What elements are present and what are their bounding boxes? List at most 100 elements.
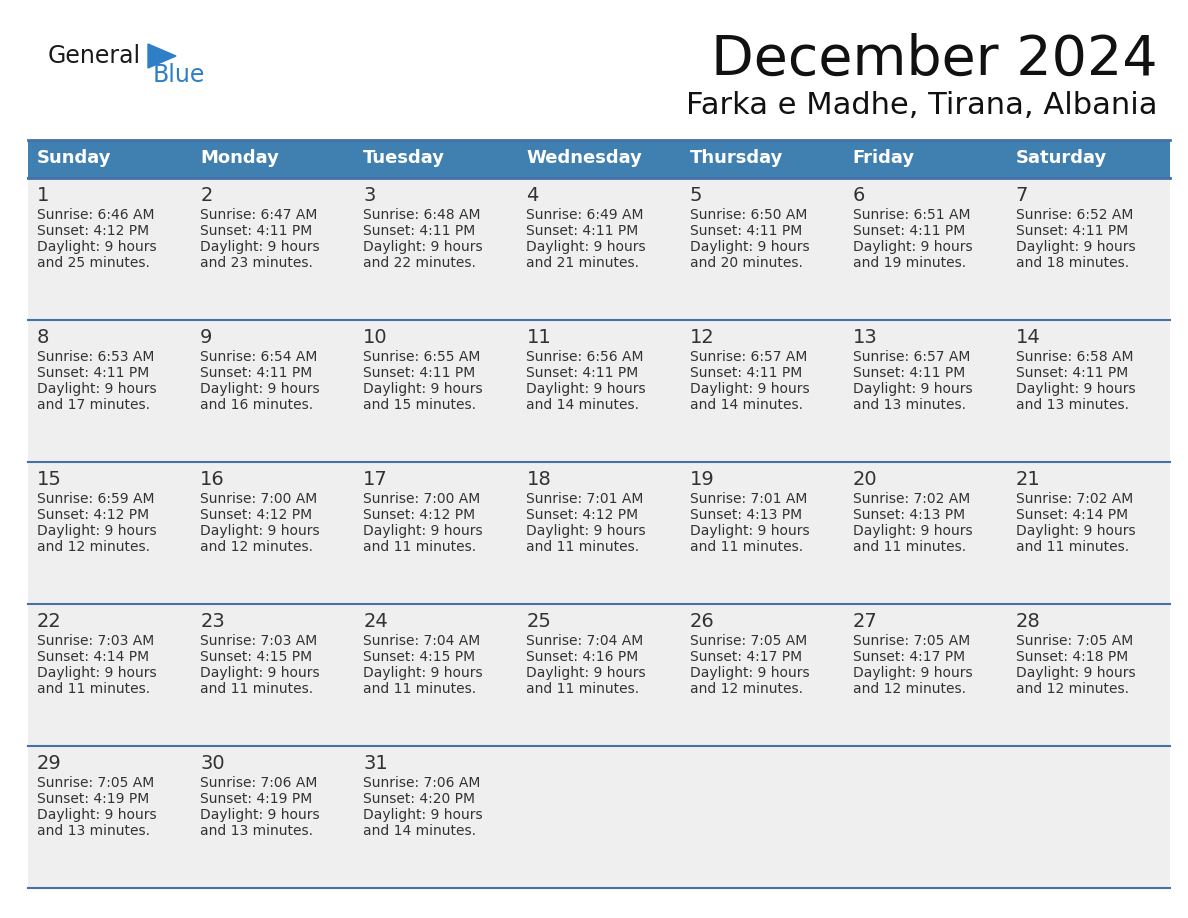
Text: Sunset: 4:11 PM: Sunset: 4:11 PM [526,224,639,238]
Text: Sunset: 4:11 PM: Sunset: 4:11 PM [689,366,802,380]
Text: and 11 minutes.: and 11 minutes. [853,540,966,554]
Text: 8: 8 [37,328,50,347]
Text: 20: 20 [853,470,878,489]
Text: and 11 minutes.: and 11 minutes. [200,682,314,696]
Text: Daylight: 9 hours: Daylight: 9 hours [37,808,157,822]
Text: Sunset: 4:12 PM: Sunset: 4:12 PM [364,508,475,522]
Bar [681,140,843,178]
Text: Saturday: Saturday [1016,149,1107,167]
Text: Daylight: 9 hours: Daylight: 9 hours [526,666,646,680]
Text: and 14 minutes.: and 14 minutes. [364,824,476,838]
Text: Sunset: 4:11 PM: Sunset: 4:11 PM [200,224,312,238]
Text: 22: 22 [37,612,62,631]
Text: and 12 minutes.: and 12 minutes. [1016,682,1129,696]
Text: Daylight: 9 hours: Daylight: 9 hours [853,666,972,680]
Text: Daylight: 9 hours: Daylight: 9 hours [689,666,809,680]
Text: Sunset: 4:12 PM: Sunset: 4:12 PM [526,508,639,522]
Text: Sunset: 4:11 PM: Sunset: 4:11 PM [689,224,802,238]
Text: 3: 3 [364,186,375,205]
Text: and 14 minutes.: and 14 minutes. [526,398,639,412]
Text: and 19 minutes.: and 19 minutes. [853,256,966,270]
Text: Sunday: Sunday [37,149,112,167]
Text: Daylight: 9 hours: Daylight: 9 hours [1016,524,1136,538]
Text: 18: 18 [526,470,551,489]
Text: Daylight: 9 hours: Daylight: 9 hours [689,524,809,538]
Text: Friday: Friday [853,149,915,167]
Text: 15: 15 [37,470,62,489]
Bar [29,140,1170,888]
Text: Sunrise: 7:05 AM: Sunrise: 7:05 AM [689,634,807,648]
Text: Sunset: 4:11 PM: Sunset: 4:11 PM [853,224,965,238]
Text: Sunset: 4:18 PM: Sunset: 4:18 PM [1016,650,1129,664]
Text: Daylight: 9 hours: Daylight: 9 hours [526,524,646,538]
Text: and 20 minutes.: and 20 minutes. [689,256,802,270]
Text: Sunset: 4:11 PM: Sunset: 4:11 PM [853,366,965,380]
Text: General: General [48,44,141,68]
Text: 14: 14 [1016,328,1041,347]
Text: Farka e Madhe, Tirana, Albania: Farka e Madhe, Tirana, Albania [687,92,1158,120]
Text: 21: 21 [1016,470,1041,489]
Text: and 14 minutes.: and 14 minutes. [689,398,803,412]
Text: Sunset: 4:17 PM: Sunset: 4:17 PM [853,650,965,664]
Text: 9: 9 [200,328,213,347]
Text: and 25 minutes.: and 25 minutes. [37,256,150,270]
Text: 25: 25 [526,612,551,631]
Text: 6: 6 [853,186,865,205]
Text: Sunset: 4:11 PM: Sunset: 4:11 PM [1016,224,1129,238]
Text: Sunrise: 6:48 AM: Sunrise: 6:48 AM [364,208,481,222]
Text: Sunrise: 6:47 AM: Sunrise: 6:47 AM [200,208,317,222]
Text: and 12 minutes.: and 12 minutes. [200,540,314,554]
Text: Sunset: 4:13 PM: Sunset: 4:13 PM [689,508,802,522]
Text: Daylight: 9 hours: Daylight: 9 hours [364,240,482,254]
Text: 13: 13 [853,328,878,347]
Text: Sunrise: 6:57 AM: Sunrise: 6:57 AM [689,350,807,364]
Bar [354,140,518,178]
Text: and 11 minutes.: and 11 minutes. [526,540,639,554]
Text: and 23 minutes.: and 23 minutes. [200,256,312,270]
Text: Daylight: 9 hours: Daylight: 9 hours [200,382,320,396]
Text: Daylight: 9 hours: Daylight: 9 hours [853,382,972,396]
Text: Daylight: 9 hours: Daylight: 9 hours [364,666,482,680]
Text: and 11 minutes.: and 11 minutes. [364,682,476,696]
Text: Daylight: 9 hours: Daylight: 9 hours [37,666,157,680]
Text: Sunrise: 7:03 AM: Sunrise: 7:03 AM [200,634,317,648]
Text: 30: 30 [200,754,225,773]
Bar [518,140,681,178]
Text: Sunrise: 7:05 AM: Sunrise: 7:05 AM [1016,634,1133,648]
Text: Daylight: 9 hours: Daylight: 9 hours [853,524,972,538]
Text: 23: 23 [200,612,225,631]
Text: Tuesday: Tuesday [364,149,446,167]
Text: 10: 10 [364,328,388,347]
Text: 17: 17 [364,470,388,489]
Text: 26: 26 [689,612,714,631]
Text: Sunrise: 7:00 AM: Sunrise: 7:00 AM [364,492,480,506]
Text: Daylight: 9 hours: Daylight: 9 hours [200,808,320,822]
Text: Daylight: 9 hours: Daylight: 9 hours [200,524,320,538]
Text: Daylight: 9 hours: Daylight: 9 hours [200,240,320,254]
Text: Blue: Blue [153,63,206,87]
Text: Daylight: 9 hours: Daylight: 9 hours [1016,382,1136,396]
Text: 12: 12 [689,328,714,347]
Text: and 13 minutes.: and 13 minutes. [1016,398,1129,412]
Text: December 2024: December 2024 [712,33,1158,87]
Text: Sunrise: 7:02 AM: Sunrise: 7:02 AM [1016,492,1133,506]
Text: Sunset: 4:11 PM: Sunset: 4:11 PM [1016,366,1129,380]
Text: Sunrise: 7:04 AM: Sunrise: 7:04 AM [526,634,644,648]
Text: 7: 7 [1016,186,1029,205]
Text: Thursday: Thursday [689,149,783,167]
Bar [1007,140,1170,178]
Text: and 18 minutes.: and 18 minutes. [1016,256,1129,270]
Text: Daylight: 9 hours: Daylight: 9 hours [689,240,809,254]
Text: Sunset: 4:11 PM: Sunset: 4:11 PM [200,366,312,380]
Text: Daylight: 9 hours: Daylight: 9 hours [526,240,646,254]
Text: Sunrise: 7:06 AM: Sunrise: 7:06 AM [200,776,317,790]
Bar [29,140,191,178]
Text: Sunset: 4:15 PM: Sunset: 4:15 PM [364,650,475,664]
Text: and 11 minutes.: and 11 minutes. [37,682,150,696]
Text: Sunrise: 7:06 AM: Sunrise: 7:06 AM [364,776,481,790]
Text: Sunset: 4:20 PM: Sunset: 4:20 PM [364,792,475,806]
Text: and 21 minutes.: and 21 minutes. [526,256,639,270]
Text: Sunset: 4:14 PM: Sunset: 4:14 PM [1016,508,1127,522]
Text: Daylight: 9 hours: Daylight: 9 hours [364,808,482,822]
Text: and 11 minutes.: and 11 minutes. [1016,540,1129,554]
